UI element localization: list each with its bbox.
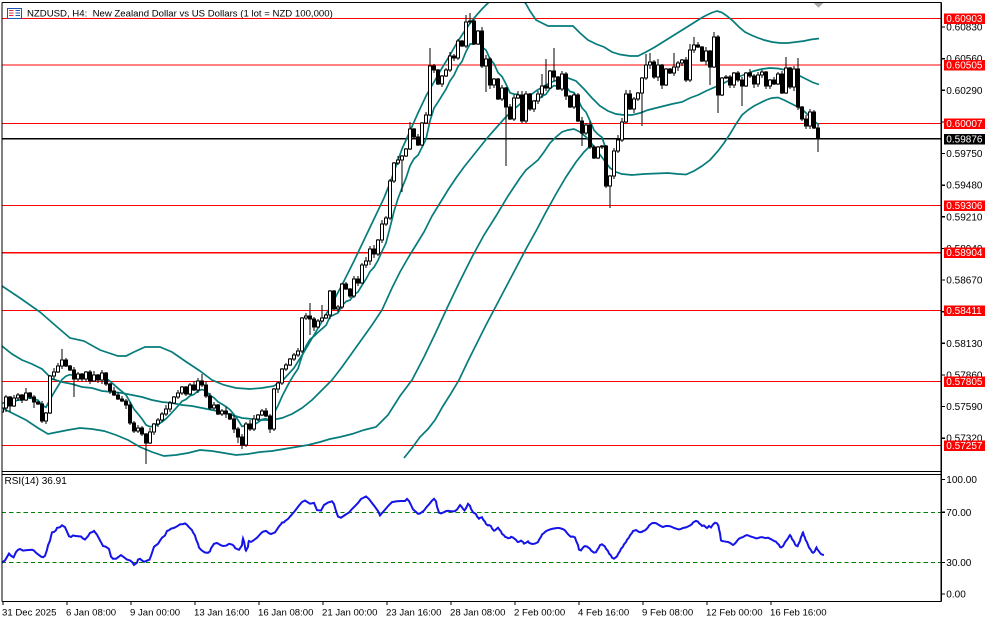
svg-text:NZDUSD, H4: New Zealand Dolla: NZDUSD, H4: New Zealand Dollar vs US Dol…: [27, 9, 333, 20]
svg-text:0.58130: 0.58130: [946, 339, 983, 350]
svg-text:6 Jan 08:00: 6 Jan 08:00: [66, 608, 116, 619]
svg-text:0.57805: 0.57805: [946, 377, 983, 388]
svg-text:16 Feb 16:00: 16 Feb 16:00: [770, 608, 827, 619]
svg-text:2 Feb 00:00: 2 Feb 00:00: [514, 608, 565, 619]
svg-text:0.57590: 0.57590: [946, 402, 983, 413]
svg-text:0.58411: 0.58411: [946, 306, 982, 317]
svg-text:0.59876: 0.59876: [946, 134, 983, 145]
svg-text:28 Jan 08:00: 28 Jan 08:00: [450, 608, 505, 619]
svg-text:0.58904: 0.58904: [946, 248, 983, 259]
svg-text:0.58670: 0.58670: [946, 276, 983, 287]
svg-text:0.59210: 0.59210: [946, 212, 983, 223]
svg-text:70.00: 70.00: [946, 508, 971, 519]
svg-text:30.00: 30.00: [946, 558, 971, 569]
svg-text:RSI(14) 36.91: RSI(14) 36.91: [5, 476, 68, 487]
svg-text:13 Jan 16:00: 13 Jan 16:00: [194, 608, 249, 619]
svg-text:0.59750: 0.59750: [946, 149, 983, 160]
svg-text:0.60903: 0.60903: [946, 14, 983, 25]
svg-text:0.00: 0.00: [946, 590, 966, 601]
svg-text:0.60007: 0.60007: [946, 119, 983, 130]
svg-text:12 Feb 00:00: 12 Feb 00:00: [706, 608, 763, 619]
svg-text:0.60505: 0.60505: [946, 61, 983, 72]
svg-text:0.60560: 0.60560: [946, 54, 983, 65]
svg-text:0.59480: 0.59480: [946, 181, 983, 192]
svg-text:16 Jan 08:00: 16 Jan 08:00: [258, 608, 313, 619]
svg-text:9 Jan 00:00: 9 Jan 00:00: [130, 608, 180, 619]
svg-text:0.60290: 0.60290: [946, 86, 983, 97]
svg-text:21 Jan 00:00: 21 Jan 00:00: [322, 608, 377, 619]
svg-text:0.59306: 0.59306: [946, 201, 983, 212]
svg-text:23 Jan 16:00: 23 Jan 16:00: [386, 608, 441, 619]
svg-text:0.57860: 0.57860: [946, 370, 983, 381]
svg-text:31 Dec 2025: 31 Dec 2025: [2, 608, 56, 619]
svg-text:100.00: 100.00: [946, 475, 977, 486]
svg-text:0.57257: 0.57257: [946, 441, 983, 452]
svg-text:0.57320: 0.57320: [946, 434, 983, 445]
svg-text:9 Feb 08:00: 9 Feb 08:00: [642, 608, 693, 619]
svg-text:4 Feb 16:00: 4 Feb 16:00: [578, 608, 629, 619]
svg-text:0.60830: 0.60830: [946, 23, 983, 34]
